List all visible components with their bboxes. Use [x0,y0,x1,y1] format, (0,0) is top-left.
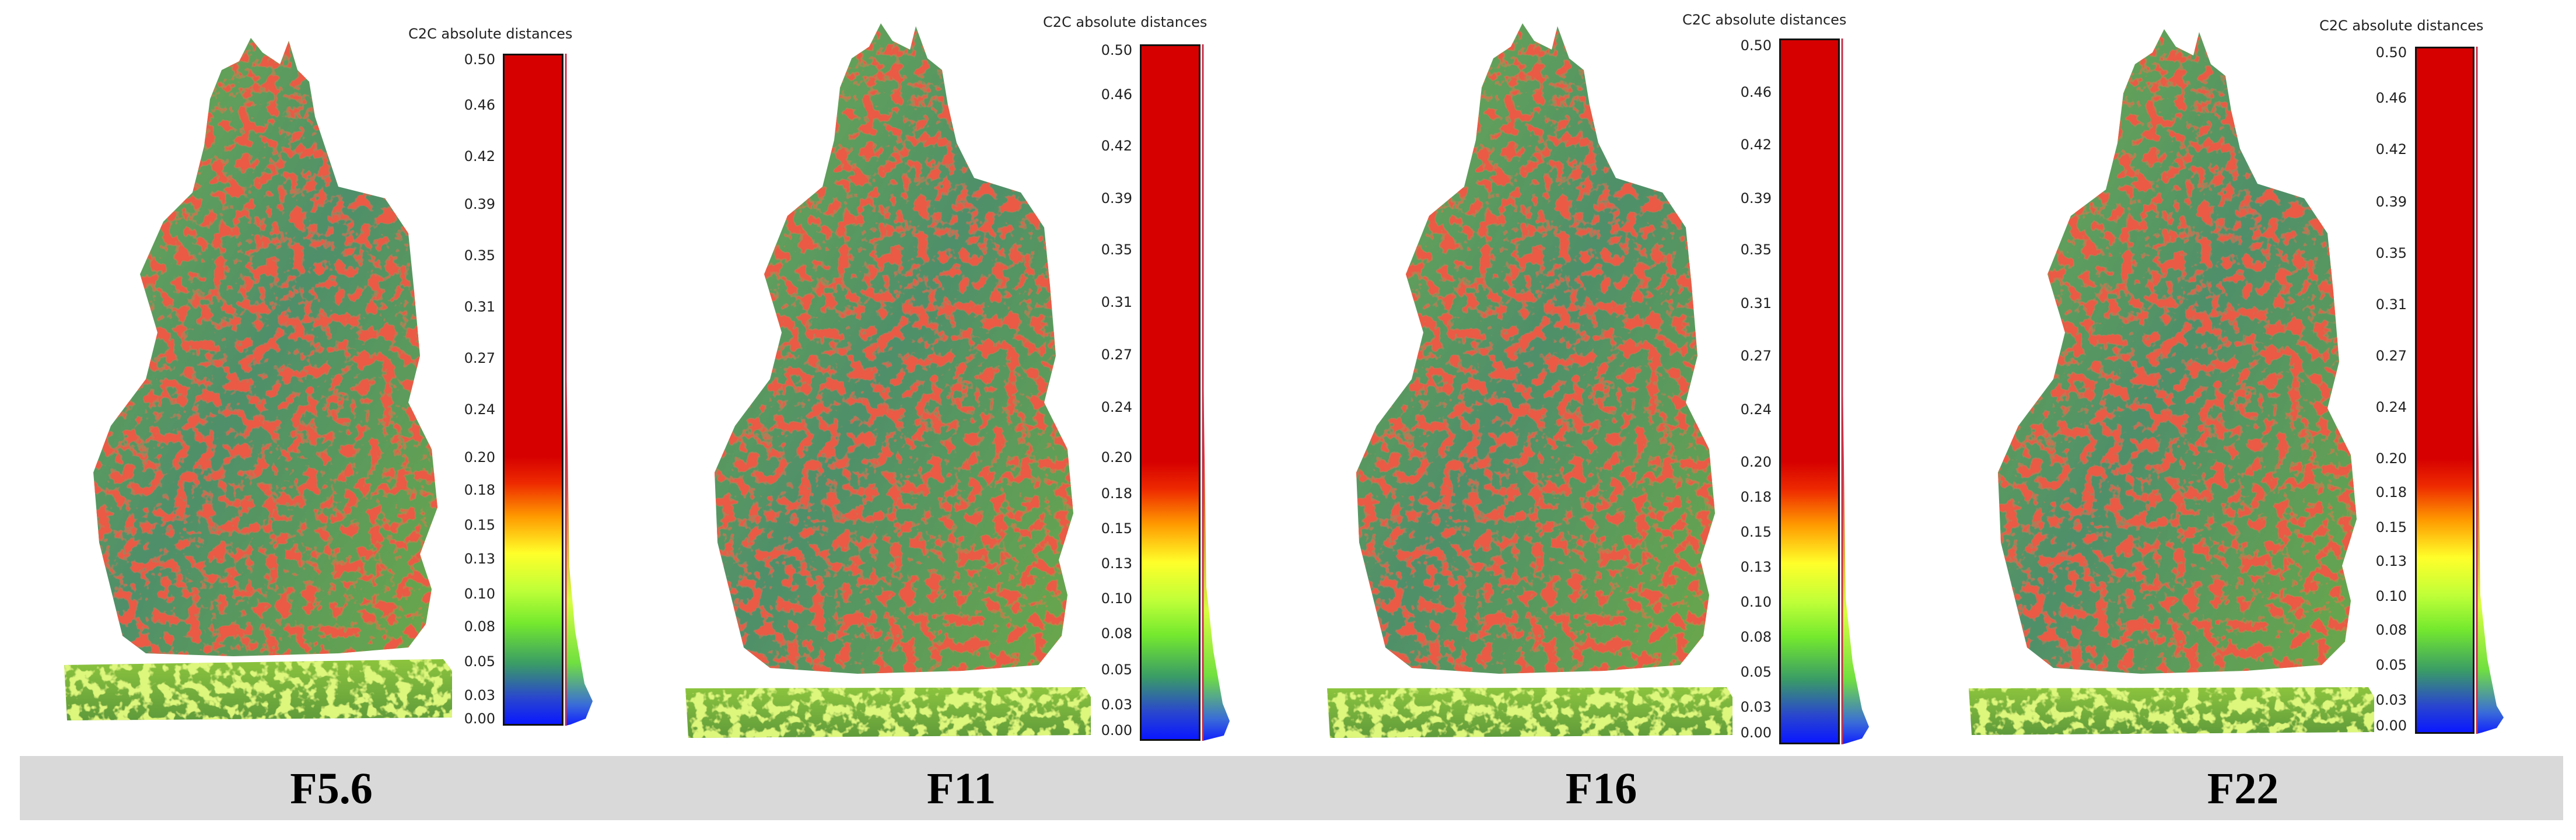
colorbar [2415,47,2474,734]
histogram-curve [2476,47,2504,734]
tick-label: 0.31 [1101,294,1132,310]
statue-point-cloud-image [64,38,452,720]
tick-label: 0.31 [464,299,495,315]
tick-label: 0.50 [2375,44,2407,61]
tick-label: 0.18 [1740,489,1772,505]
tick-label: 0.27 [464,350,495,366]
panel-f16: C2C absolute distances 0.50 0.46 0.42 0.… [1283,0,1925,752]
tick-label: 0.15 [2375,519,2407,536]
tick-label: 0.15 [464,517,495,533]
tick-label: 0.42 [2375,141,2407,158]
tick-label: 0.27 [1101,346,1132,363]
tick-label: 0.05 [1101,662,1132,678]
tick-label: 0.18 [1101,485,1132,502]
tick-label: 0.10 [2375,588,2407,604]
colorbar [503,54,564,726]
tick-label: 0.46 [2375,90,2407,106]
tick-label: 0.00 [2375,718,2407,734]
tick-label: 0.03 [1101,696,1132,713]
tick-label: 0.03 [1740,699,1772,715]
tick-label: 0.00 [1740,724,1772,741]
tick-label: 0.00 [1101,722,1132,738]
tick-label: 0.24 [464,401,495,418]
histogram-curve [1841,38,1869,744]
tick-label: 0.50 [464,51,495,68]
tick-label: 0.18 [2375,484,2407,501]
tick-label: 0.10 [1740,594,1772,610]
histogram-curve [1202,44,1230,741]
tick-label: 0.39 [464,196,495,212]
tick-label: 0.50 [1101,42,1132,58]
tick-label: 0.42 [1101,138,1132,154]
panel-f5-6: C2C absolute distances 0.50 0.46 0.42 0.… [0,0,642,752]
tick-label: 0.20 [2375,450,2407,467]
tick-label: 0.13 [2375,553,2407,569]
tick-label: 0.39 [1740,190,1772,206]
tick-label: 0.46 [464,97,495,113]
tick-label: 0.03 [464,687,495,704]
tick-label: 0.05 [1740,664,1772,680]
statue-point-cloud-image [1969,29,2374,735]
tick-label: 0.15 [1740,524,1772,540]
tick-label: 0.20 [464,449,495,466]
aperture-label: F22 [2207,764,2279,813]
tick-label: 0.24 [1101,399,1132,415]
tick-label: 0.08 [2375,622,2407,638]
histogram-curve [565,54,593,726]
aperture-label-strip [20,756,2563,820]
scale-title: C2C absolute distances [2319,18,2484,34]
tick-label: 0.35 [1740,242,1772,258]
tick-label: 0.15 [1101,520,1132,537]
scale-title: C2C absolute distances [1043,14,1208,30]
aperture-label: F16 [1565,764,1637,813]
tick-label: 0.10 [1101,590,1132,607]
tick-label: 0.18 [464,482,495,498]
tick-label: 0.27 [2375,348,2407,364]
panel-f22: C2C absolute distances 0.50 0.46 0.42 0.… [1925,0,2576,752]
tick-label: 0.20 [1101,449,1132,466]
tick-label: 0.24 [1740,401,1772,418]
aperture-label: F5.6 [290,764,373,813]
tick-label: 0.05 [464,653,495,670]
tick-label: 0.08 [1101,625,1132,642]
tick-label: 0.00 [464,710,495,727]
statue-point-cloud-image [1327,23,1732,738]
tick-label: 0.08 [464,618,495,635]
tick-label: 0.10 [464,586,495,602]
tick-label: 0.05 [2375,657,2407,673]
colorbar [1779,38,1840,744]
tick-label: 0.31 [1740,295,1772,312]
tick-label: 0.27 [1740,348,1772,364]
tick-label: 0.35 [1101,242,1132,258]
tick-label: 0.39 [2375,194,2407,210]
tick-label: 0.03 [2375,692,2407,708]
tick-label: 0.46 [1740,84,1772,100]
tick-label: 0.42 [464,148,495,164]
tick-label: 0.35 [464,247,495,264]
colorbar [1140,44,1200,741]
panel-f11: C2C absolute distances 0.50 0.46 0.42 0.… [642,0,1283,752]
aperture-label: F11 [926,764,996,813]
tick-label: 0.35 [2375,245,2407,261]
tick-label: 0.13 [1101,555,1132,572]
scale-title: C2C absolute distances [408,26,573,42]
tick-label: 0.13 [1740,559,1772,575]
tick-label: 0.24 [2375,399,2407,415]
tick-label: 0.13 [464,551,495,567]
tick-label: 0.20 [1740,454,1772,470]
tick-label: 0.42 [1740,136,1772,153]
scale-title: C2C absolute distances [1682,12,1847,28]
tick-label: 0.31 [2375,296,2407,313]
tick-label: 0.46 [1101,86,1132,103]
tick-label: 0.50 [1740,37,1772,54]
tick-label: 0.08 [1740,629,1772,645]
tick-label: 0.39 [1101,190,1132,206]
statue-point-cloud-image [685,23,1091,738]
